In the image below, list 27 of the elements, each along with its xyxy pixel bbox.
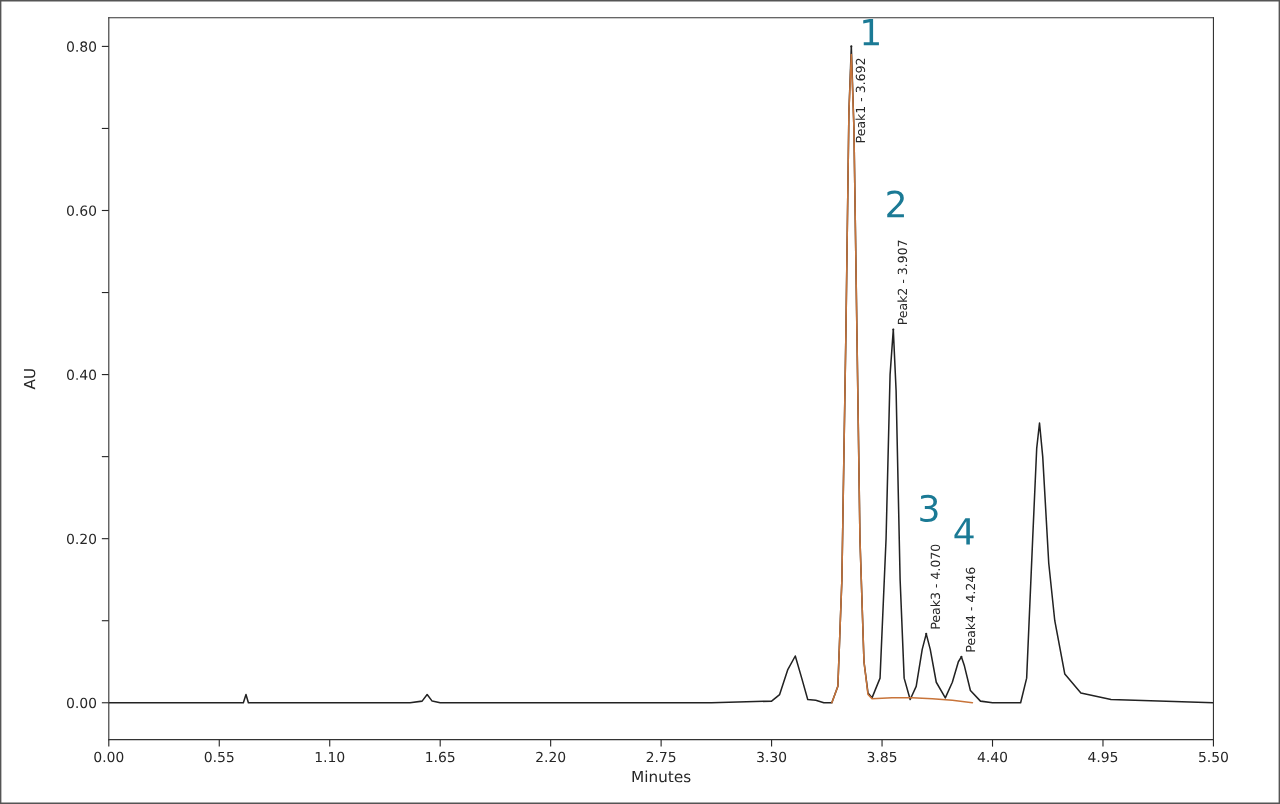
line-series: [831, 53, 974, 704]
y-tick-label: 0.80: [66, 41, 97, 52]
annotation: 2: [887, 190, 904, 218]
x-tick-label: 4.40: [977, 751, 1008, 763]
y-axis-title: AU: [23, 369, 36, 390]
y-tick-label: 0.00: [66, 697, 97, 709]
annotation: 3: [920, 494, 938, 523]
x-tick-label: 2.20: [536, 751, 566, 763]
y-tick-label: 0.40: [66, 369, 97, 381]
y-tick-label: 0.20: [66, 533, 97, 545]
data-label: Peak1 - 3.692: [855, 58, 866, 143]
x-tick-label: 1.10: [315, 751, 345, 763]
y-tick-label: 0.60: [66, 205, 97, 216]
x-tick-label: 2.75: [646, 751, 676, 763]
data-label: Peak4 - 4.246: [965, 567, 976, 652]
x-tick-label: 3.30: [757, 751, 787, 763]
annotation: 4: [954, 518, 974, 545]
x-axis-title: Minutes: [632, 770, 691, 783]
x-tick-label: 3.85: [867, 751, 897, 763]
annotation: 1: [863, 18, 879, 46]
data-label: Peak2 - 3.907: [897, 240, 908, 325]
x-tick-label: 1.65: [426, 751, 455, 763]
x-tick-label: 4.95: [1088, 751, 1118, 763]
x-tick-label: 0.55: [204, 751, 234, 763]
x-tick-label: 5.50: [1199, 751, 1228, 763]
data-label: Peak3 - 4.070: [930, 544, 941, 629]
x-tick-label: 0.00: [94, 751, 124, 763]
